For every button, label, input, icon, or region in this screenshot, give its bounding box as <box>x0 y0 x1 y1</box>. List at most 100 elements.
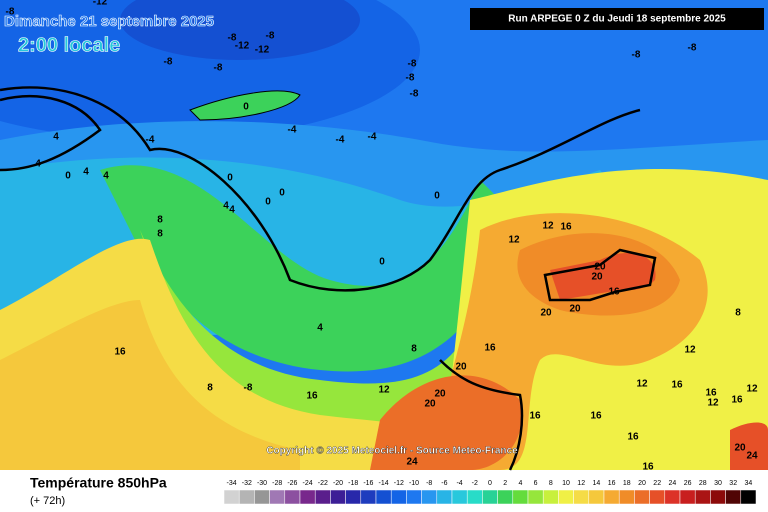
contour-label: 0 <box>265 197 271 208</box>
scale-swatch <box>679 489 696 505</box>
contour-label: 16 <box>608 287 620 298</box>
scale-label: -16 <box>363 480 373 487</box>
scale-label: 4 <box>518 480 522 487</box>
contour-label: 0 <box>379 257 385 268</box>
contour-label: 4 <box>229 205 235 216</box>
scale-swatch <box>542 489 559 505</box>
contour-label: -8 <box>214 63 223 74</box>
scale-label: 0 <box>488 480 492 487</box>
contour-label: 12 <box>636 379 648 390</box>
footer-title: Température 850hPa <box>30 475 167 491</box>
scale-swatch <box>451 489 468 505</box>
scale-label: 20 <box>638 480 646 487</box>
contour-label: 0 <box>434 191 440 202</box>
scale-label: -20 <box>333 480 343 487</box>
contour-label: -4 <box>288 125 297 136</box>
contour-label: 16 <box>114 347 126 358</box>
contour-label: 12 <box>542 221 554 232</box>
contour-label: 12 <box>378 385 390 396</box>
scale-swatch <box>497 489 514 505</box>
contour-label: 20 <box>594 262 606 273</box>
scale-label: 16 <box>608 480 616 487</box>
contour-label: -8 <box>408 59 417 70</box>
scale-swatch <box>390 489 407 505</box>
contour-label: 16 <box>671 380 683 391</box>
scale-label: -24 <box>303 480 313 487</box>
contour-label: 20 <box>455 362 467 373</box>
map-date: Dimanche 21 septembre 2025 <box>4 13 214 30</box>
scale-swatch <box>694 489 711 505</box>
contour-label: 20 <box>591 272 603 283</box>
scale-label: 10 <box>562 480 570 487</box>
contour-label: -8 <box>6 7 15 18</box>
scale-label: -10 <box>409 480 419 487</box>
contour-label: 16 <box>529 411 541 422</box>
scale-swatch <box>588 489 605 505</box>
scale-label: 32 <box>729 480 737 487</box>
contour-label: -4 <box>336 135 345 146</box>
contour-label: 8 <box>157 229 163 240</box>
scale-label: 6 <box>534 480 538 487</box>
contour-label: 16 <box>705 388 717 399</box>
contour-label: -8 <box>244 383 253 394</box>
scale-swatch <box>254 489 270 505</box>
contour-label: -8 <box>688 43 697 54</box>
scale-swatch <box>573 489 590 505</box>
scale-label: 2 <box>503 480 507 487</box>
scale-label: -8 <box>426 480 432 487</box>
contour-label: 4 <box>103 171 109 182</box>
scale-swatch <box>664 489 681 505</box>
color-scale: -34 -32 -30 -28 -26 -24 -22 -20 -18 -16 -14 -12 -10-… <box>223 480 757 505</box>
contour-label: 0 <box>243 102 249 113</box>
scale-swatch <box>314 489 331 505</box>
scale-label: -26 <box>287 480 297 487</box>
contour-label: 16 <box>731 395 743 406</box>
scale-swatch <box>527 489 544 505</box>
scale-swatch <box>330 489 346 505</box>
scale-swatch <box>603 489 620 505</box>
contour-label: -4 <box>368 132 377 143</box>
contour-label: 16 <box>560 222 572 233</box>
contour-label: -8 <box>266 31 275 42</box>
contour-label: 24 <box>406 457 418 468</box>
contour-label: 4 <box>317 323 323 334</box>
scale-swatch <box>269 489 286 505</box>
contour-label: 12 <box>746 384 758 395</box>
scale-label: -14 <box>379 480 389 487</box>
contour-label: -8 <box>632 50 641 61</box>
scale-swatch <box>466 489 483 505</box>
contour-label: 8 <box>735 308 741 319</box>
contour-label: -4 <box>146 135 155 146</box>
contour-label: 0 <box>227 173 233 184</box>
scale-swatch <box>406 489 422 505</box>
scale-swatch <box>223 489 240 505</box>
scale-swatch <box>360 489 377 505</box>
scale-label: 34 <box>745 480 753 487</box>
contour-label: 24 <box>746 451 758 462</box>
scale-label: -12 <box>394 480 404 487</box>
scale-label: -6 <box>441 480 447 487</box>
contour-label: -8 <box>164 57 173 68</box>
contour-label: 12 <box>684 345 696 356</box>
contour-label: 16 <box>627 432 639 443</box>
scale-label: -28 <box>272 480 282 487</box>
contour-label: -12 <box>255 45 270 56</box>
scale-label: 26 <box>684 480 692 487</box>
contour-label: 4 <box>53 132 59 143</box>
scale-swatch <box>436 489 453 505</box>
scale-swatch <box>375 489 392 505</box>
scale-label: -30 <box>257 480 267 487</box>
scale-swatch <box>345 489 362 505</box>
contour-label: -12 <box>235 41 250 52</box>
contour-label: 16 <box>306 391 318 402</box>
contour-label: 4 <box>83 167 89 178</box>
contour-label: 0 <box>279 188 285 199</box>
copyright: Copyright © 2025 Meteociel.fr - Source M… <box>266 446 518 457</box>
footer-lead: (+ 72h) <box>30 495 65 507</box>
scale-swatch <box>284 489 301 505</box>
scale-label: -2 <box>472 480 478 487</box>
contour-label: 4 <box>35 159 41 170</box>
scale-swatch <box>482 489 498 505</box>
scale-swatch <box>618 489 635 505</box>
scale-label: 28 <box>699 480 707 487</box>
